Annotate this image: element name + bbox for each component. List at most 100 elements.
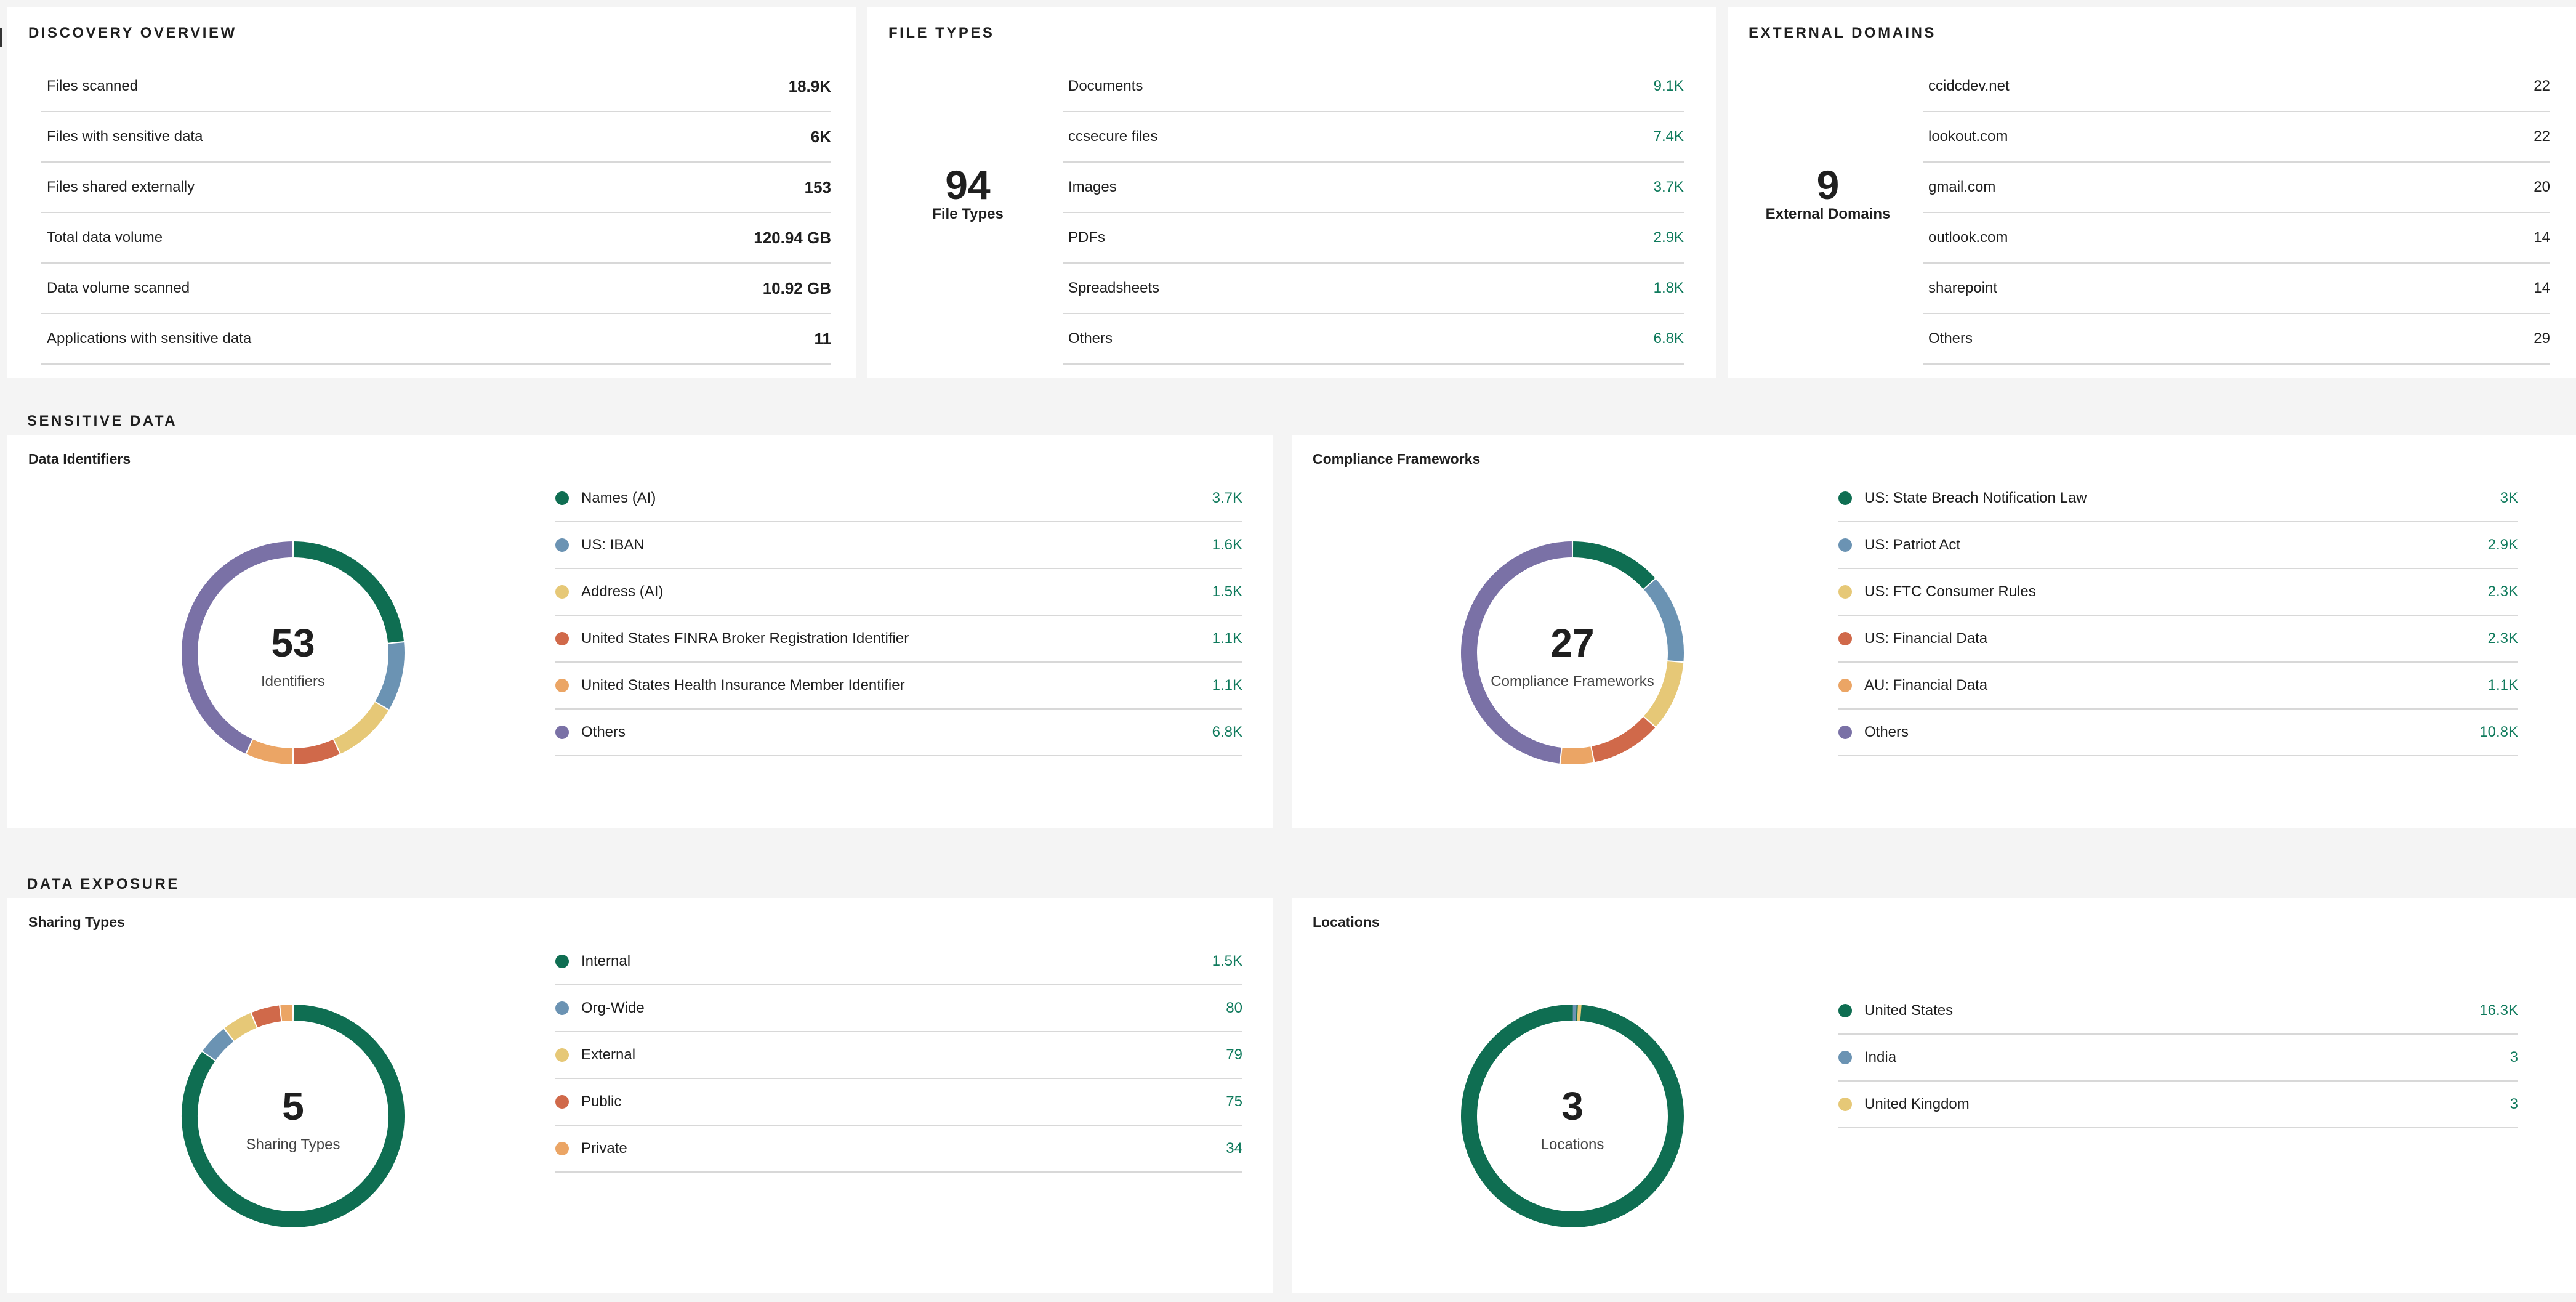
discovery-row: Files with sensitive data 6K [41,112,831,163]
identifiers-donut-slice[interactable] [293,739,340,764]
location-legend-item[interactable]: India 3 [1838,1035,2518,1082]
identifier-legend-item[interactable]: Address (AI) 1.5K [555,569,1242,616]
framework-legend-item[interactable]: US: State Breach Notification Law 3K [1838,475,2518,522]
locations-donut-count: 3 [1561,1084,1584,1128]
file-type-row-value: 9.1K [1653,78,1684,94]
domain-row: sharepoint 14 [1923,264,2550,314]
data-exposure-title: DATA EXPOSURE [27,876,180,892]
sharing-legend-item[interactable]: Private 34 [555,1126,1242,1173]
frameworks-donut-slice[interactable] [1461,541,1572,764]
discovery-overview-title: DISCOVERY OVERVIEW [28,25,237,41]
discovery-row: Applications with sensitive data 11 [41,314,831,365]
identifier-legend-value: 1.5K [1212,583,1242,600]
framework-legend-item[interactable]: US: Patriot Act 2.9K [1838,522,2518,569]
framework-legend-value: 3K [2500,490,2518,506]
identifier-legend-label: Others [581,724,626,740]
discovery-overview-card: DISCOVERY OVERVIEW Files scanned 18.9K Fil… [7,7,856,378]
framework-legend-item[interactable]: US: FTC Consumer Rules 2.3K [1838,569,2518,616]
legend-dot-icon [1838,679,1852,692]
frameworks-donut-slice[interactable] [1644,579,1684,662]
domain-row-label: ccidcdev.net [1928,78,2010,94]
sharing-legend-item[interactable]: Org-Wide 80 [555,985,1242,1032]
compliance-frameworks-card: Compliance Frameworks 27 Compliance Fram… [1292,435,2576,828]
legend-dot-icon [555,726,569,739]
domain-row-label: sharepoint [1928,280,1998,296]
locations-title: Locations [1313,914,1380,930]
discovery-row-value: 18.9K [788,76,831,95]
framework-legend-label: US: FTC Consumer Rules [1864,583,2036,600]
file-type-row-label: Images [1068,179,1117,195]
identifiers-donut-slice[interactable] [375,642,405,710]
locations-donut-label: Locations [1541,1136,1604,1153]
location-legend-item[interactable]: United Kingdom 3 [1838,1082,2518,1128]
identifier-legend-label: United States Health Insurance Member Id… [581,677,905,693]
frameworks-donut-slice[interactable] [1560,746,1594,764]
identifiers-donut-slice[interactable] [246,739,293,764]
external-domains-card: EXTERNAL DOMAINS 9 External Domains ccid… [1728,7,2576,378]
compliance-frameworks-title: Compliance Frameworks [1313,451,1481,467]
framework-legend-value: 2.3K [2487,583,2518,600]
identifiers-donut-chart: 53 Identifiers [182,541,405,764]
sharing-donut-slice[interactable] [182,1005,405,1227]
identifier-legend-label: US: IBAN [581,536,645,553]
sensitive-data-title: SENSITIVE DATA [27,413,178,429]
sharing-types-card: Sharing Types 5 Sharing Types Internal 1.… [7,898,1273,1293]
domain-row: gmail.com 20 [1923,163,2550,213]
identifier-legend-value: 1.1K [1212,677,1242,693]
frameworks-donut-count: 27 [1550,621,1594,665]
legend-dot-icon [1838,585,1852,599]
identifier-legend-item[interactable]: Others 6.8K [555,710,1242,756]
domain-row-label: outlook.com [1928,229,2008,246]
sharing-legend-item[interactable]: Public 75 [555,1079,1242,1126]
locations-donut-slice[interactable] [1461,1005,1684,1227]
sharing-donut-slice[interactable] [251,1005,281,1028]
file-type-row-value: 3.7K [1653,179,1684,195]
legend-dot-icon [555,538,569,552]
domain-row-value: 14 [2534,280,2550,296]
location-legend-value: 16.3K [2479,1002,2518,1019]
domain-row: ccidcdev.net 22 [1923,62,2550,112]
frameworks-donut-slice[interactable] [1591,716,1656,762]
framework-legend-label: US: Financial Data [1864,630,1988,647]
sharing-donut-label: Sharing Types [246,1136,340,1153]
discovery-row-label: Data volume scanned [47,280,190,296]
framework-legend-item[interactable]: US: Financial Data 2.3K [1838,616,2518,663]
framework-legend-item[interactable]: Others 10.8K [1838,710,2518,756]
sharing-donut-slice[interactable] [224,1013,257,1041]
file-types-title: FILE TYPES [888,25,995,41]
external-domains-title: EXTERNAL DOMAINS [1749,25,1936,41]
sharing-donut-slice[interactable] [203,1029,234,1061]
file-types-count: 94 [945,162,991,208]
identifiers-donut-slice[interactable] [334,702,388,754]
location-legend-value: 3 [2510,1049,2518,1065]
domain-row-value: 22 [2534,78,2550,94]
identifier-legend-item[interactable]: Names (AI) 3.7K [555,475,1242,522]
framework-legend-value: 1.1K [2487,677,2518,693]
location-legend-item[interactable]: United States 16.3K [1838,988,2518,1035]
location-legend-value: 3 [2510,1096,2518,1112]
sharing-legend-label: Private [581,1140,627,1157]
sharing-legend-value: 1.5K [1212,953,1242,969]
identifier-legend-item[interactable]: US: IBAN 1.6K [555,522,1242,569]
identifiers-donut-slice[interactable] [182,541,293,754]
file-type-row: Images 3.7K [1063,163,1684,213]
legend-dot-icon [555,491,569,505]
legend-dot-icon [1838,632,1852,645]
identifiers-donut-slice[interactable] [293,541,404,643]
framework-legend-label: US: State Breach Notification Law [1864,490,2087,506]
file-types-card: FILE TYPES 94 File Types Documents 9.1K cc… [867,7,1716,378]
frameworks-donut-slice[interactable] [1643,661,1684,727]
identifier-legend-value: 3.7K [1212,490,1242,506]
framework-legend-value: 2.3K [2487,630,2518,647]
sharing-legend-item[interactable]: Internal 1.5K [555,939,1242,985]
framework-legend-item[interactable]: AU: Financial Data 1.1K [1838,663,2518,710]
location-legend-label: United Kingdom [1864,1096,1970,1112]
sharing-legend-label: Org-Wide [581,1000,645,1016]
identifier-legend-item[interactable]: United States Health Insurance Member Id… [555,663,1242,710]
file-type-row-value: 1.8K [1653,280,1684,296]
identifier-legend-item[interactable]: United States FINRA Broker Registration … [555,616,1242,663]
discovery-row-label: Files shared externally [47,179,195,195]
sharing-legend-item[interactable]: External 79 [555,1032,1242,1079]
file-type-row-label: ccsecure files [1068,128,1158,145]
frameworks-donut-slice[interactable] [1572,541,1656,589]
